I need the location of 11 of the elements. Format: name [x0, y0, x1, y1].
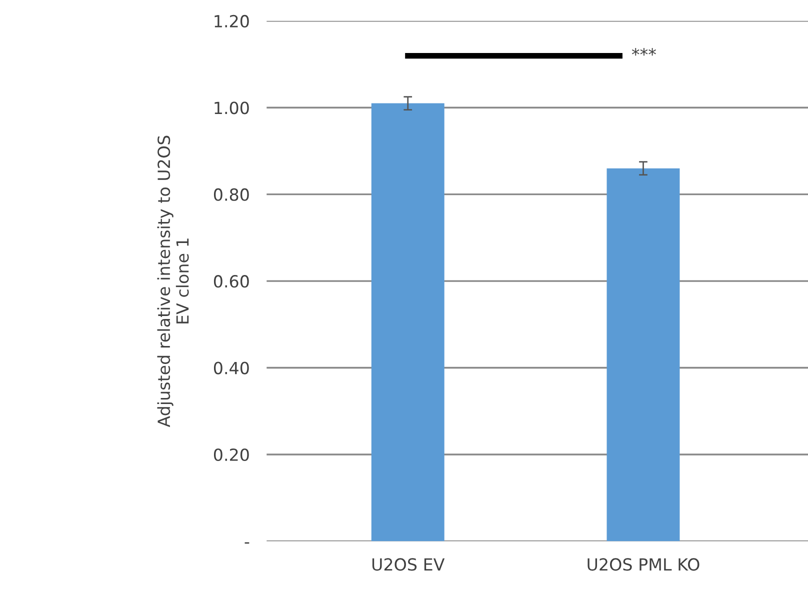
- y-tick-label: 0.40: [214, 362, 249, 374]
- annotation: ***: [632, 48, 656, 56]
- x-tick-label: U2OS PML KO: [588, 558, 700, 571]
- y-tick-label: -: [244, 542, 250, 544]
- y-tick-label: 1.00: [214, 102, 249, 114]
- x-tick-label: U2OS EV: [372, 558, 445, 571]
- y-tick-label: 0.80: [214, 188, 249, 201]
- y-tick-label: 0.20: [214, 448, 249, 462]
- y-axis-title: Adjusted relative intensity to U2OS EV clone 1: [157, 136, 189, 428]
- y-tick-label: 0.60: [214, 275, 249, 288]
- y-tick-label: 1.20: [214, 14, 249, 28]
